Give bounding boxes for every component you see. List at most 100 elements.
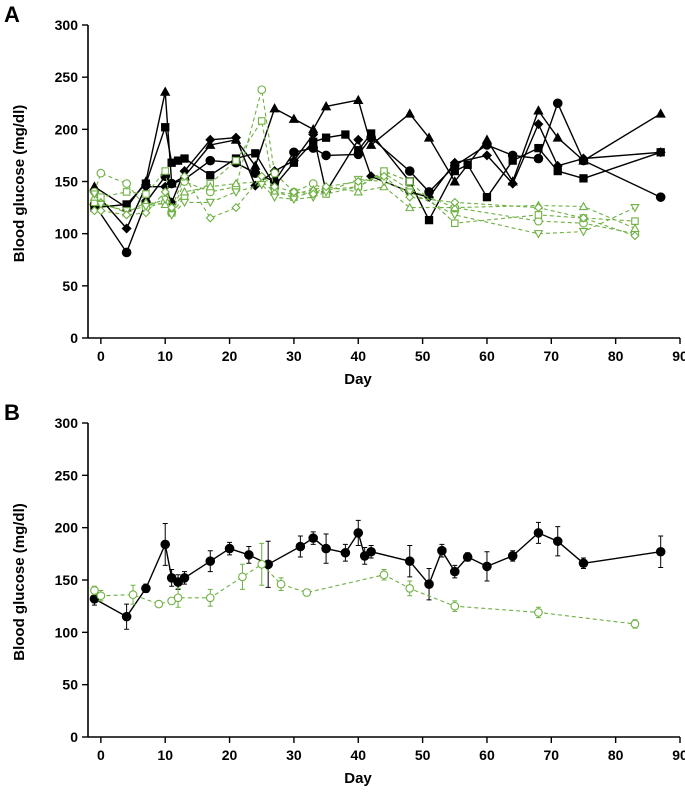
panel-a-point-treated-diamond bbox=[289, 187, 299, 197]
panel-a-point-control-diamond bbox=[578, 153, 589, 164]
panel-b-y-tick-label: 150 bbox=[55, 572, 79, 588]
panel-a-point-control-circle bbox=[533, 153, 544, 164]
panel-b-point-treated-mean bbox=[238, 572, 247, 582]
panel-a-point-control-triangle bbox=[404, 108, 415, 118]
panel-a-point-control-square bbox=[450, 166, 459, 176]
panel-b-x-tick-label: 10 bbox=[157, 747, 173, 763]
panel-a-point-treated-diamond bbox=[353, 176, 363, 187]
panel-b-series-treated-mean bbox=[90, 542, 640, 629]
panel-a-point-treated-inverted-triangle bbox=[269, 193, 280, 203]
panel-a-point-treated-square bbox=[257, 117, 266, 125]
panel-b-point-control-mean bbox=[295, 541, 306, 552]
panel-a-point-treated-inverted-triangle bbox=[578, 227, 589, 237]
panel-a-line-control-triangle bbox=[94, 91, 662, 209]
panel-a-point-treated-diamond bbox=[179, 171, 190, 181]
panel-a-point-treated-triangle bbox=[353, 187, 363, 196]
panel-a-point-control-square bbox=[251, 149, 260, 158]
panel-b-x-tick-label: 80 bbox=[608, 747, 624, 763]
panel-a-point-control-triangle bbox=[320, 101, 332, 111]
panel-b: B 0 50 100 150 200 250 300 0 10 20 30 40 50 60 70 80 90 Da… bbox=[4, 400, 685, 787]
panel-b-point-control-mean bbox=[224, 543, 235, 554]
panel-a-x-axis-title: Day bbox=[344, 371, 372, 388]
panel-a-x-tick-label: 70 bbox=[544, 348, 560, 364]
panel-a-y-tick-label: 300 bbox=[55, 17, 79, 33]
panel-b-point-treated-mean bbox=[128, 590, 138, 600]
panel-a-point-control-square bbox=[482, 192, 492, 202]
panel-a-point-treated-inverted-triangle bbox=[450, 211, 460, 220]
panel-a-point-control-diamond bbox=[205, 134, 216, 145]
panel-b-x-tick-label: 90 bbox=[672, 747, 685, 763]
panel-a-point-treated-diamond bbox=[205, 213, 215, 223]
panel-a-point-treated-triangle bbox=[179, 187, 190, 196]
panel-a-point-control-diamond bbox=[655, 147, 666, 158]
panel-a-point-treated-inverted-triangle bbox=[96, 200, 106, 210]
panel-b-x-tick-label: 30 bbox=[286, 747, 302, 763]
panel-a-point-control-diamond bbox=[121, 223, 132, 234]
panel-a-point-control-circle bbox=[289, 147, 299, 158]
panel-a-point-treated-square bbox=[405, 177, 414, 186]
panel-b-x-tick-label: 20 bbox=[222, 747, 238, 763]
panel-a-x-tick-label: 20 bbox=[222, 348, 238, 364]
panel-a-point-control-diamond bbox=[308, 129, 319, 140]
panel-a-point-control-triangle bbox=[655, 108, 666, 118]
panel-b-point-treated-mean bbox=[450, 601, 460, 611]
panel-a-point-control-circle bbox=[121, 247, 132, 258]
panel-b-y-axis-title: Blood glucose (mg/dl) bbox=[11, 503, 28, 661]
panel-a-point-control-triangle bbox=[533, 105, 544, 115]
panel-a-point-treated-triangle bbox=[630, 223, 640, 233]
panel-a-y-tick-label: 250 bbox=[55, 69, 79, 85]
panel-a-point-treated-circle bbox=[270, 168, 279, 178]
panel-a-point-control-circle bbox=[205, 155, 216, 166]
panel-a-point-control-circle bbox=[404, 166, 415, 176]
panel-a-point-treated-inverted-triangle bbox=[205, 198, 215, 208]
panel-a-point-control-square bbox=[180, 154, 189, 163]
panel-a-point-control-diamond bbox=[288, 155, 299, 166]
panel-a-point-control-diamond bbox=[481, 150, 492, 161]
panel-a-x-tick-label: 50 bbox=[415, 348, 431, 364]
panel-a-line-treated-diamond bbox=[94, 175, 636, 237]
panel-a-point-treated-diamond bbox=[379, 171, 389, 181]
panel-a-point-treated-inverted-triangle bbox=[89, 190, 100, 199]
panel-a-point-treated-inverted-triangle bbox=[405, 188, 415, 197]
panel-a-point-control-diamond bbox=[353, 134, 364, 145]
panel-a-point-treated-square bbox=[161, 167, 169, 175]
panel-a-point-treated-diamond bbox=[270, 182, 280, 192]
panel-a-point-treated-diamond bbox=[257, 171, 267, 181]
panel-b-point-control-mean bbox=[424, 579, 434, 589]
panel-b-point-treated-mean bbox=[276, 579, 286, 589]
panel-a-point-treated-inverted-triangle bbox=[231, 188, 241, 197]
panel-a-point-treated-square bbox=[451, 219, 459, 228]
panel-b-point-treated-mean bbox=[173, 593, 183, 603]
panel-a-point-control-diamond bbox=[552, 160, 563, 171]
panel-a-point-control-triangle bbox=[166, 178, 177, 188]
panel-a-point-treated-diamond bbox=[122, 210, 132, 220]
panel-a-point-treated-square bbox=[631, 217, 639, 225]
panel-b-x-axis-title: Day bbox=[344, 770, 372, 787]
panel-b-point-treated-mean bbox=[90, 586, 99, 595]
panel-a-point-treated-diamond bbox=[231, 203, 241, 213]
panel-a-point-treated-triangle bbox=[578, 201, 589, 211]
panel-a-x-tick-label: 30 bbox=[286, 348, 302, 364]
panel-a-point-control-diamond bbox=[230, 132, 242, 143]
panel-a-point-treated-square bbox=[534, 211, 543, 219]
panel-b-point-control-mean bbox=[437, 545, 447, 556]
panel-a-series-treated-inverted-triangle bbox=[89, 175, 640, 239]
panel-a-point-treated-diamond bbox=[141, 208, 151, 218]
panel-a-x-tick-label: 90 bbox=[672, 348, 685, 364]
panel-a-x-tick-label: 60 bbox=[479, 348, 495, 364]
panel-b-point-control-mean bbox=[353, 528, 364, 538]
panel-b-point-control-mean bbox=[404, 556, 415, 566]
panel-a-y-tick-label: 150 bbox=[55, 174, 79, 190]
panel-a-point-treated-diamond bbox=[89, 206, 100, 216]
panel-a-point-treated-diamond bbox=[533, 203, 544, 213]
panel-a-point-control-circle bbox=[321, 150, 331, 161]
panel-b-point-treated-mean bbox=[154, 599, 164, 609]
panel-a-point-treated-circle bbox=[96, 168, 106, 178]
panel-a-point-control-triangle bbox=[288, 113, 300, 123]
panel-a-y-tick-label: 0 bbox=[70, 330, 78, 346]
panel-a-point-control-triangle bbox=[250, 160, 261, 170]
panel-b-y-tick-label: 100 bbox=[55, 624, 79, 640]
panel-b-x-tick-label: 70 bbox=[544, 747, 560, 763]
panel-b-point-treated-mean bbox=[630, 619, 640, 629]
